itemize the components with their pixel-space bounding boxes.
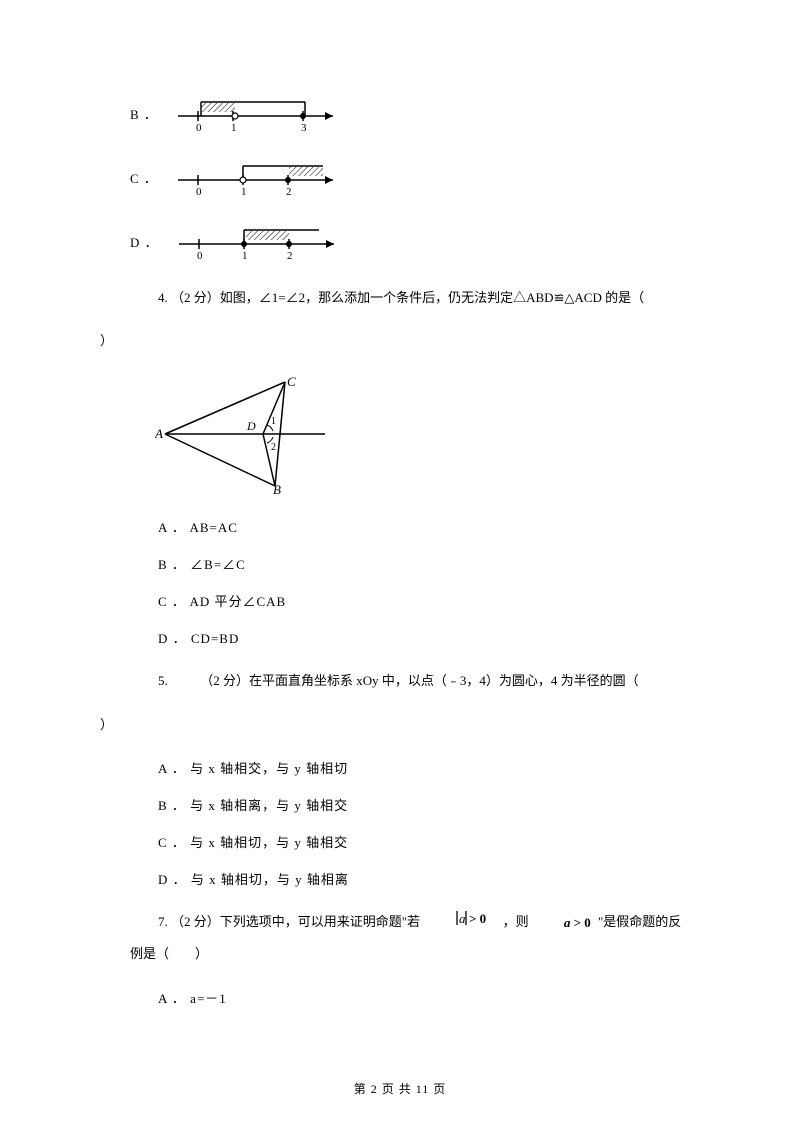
q5-opt-d: D ． 与 x 轴相切，与 y 轴相离: [100, 869, 700, 888]
q4-opt-c: C ． AD 平分∠CAB: [100, 591, 700, 610]
svg-text:1: 1: [242, 250, 248, 260]
svg-text:B: B: [273, 482, 281, 494]
number-line-b: 0 1 3: [173, 90, 343, 136]
svg-text:> 0: > 0: [469, 911, 486, 926]
option-c-row: C ． 0 1 2: [100, 154, 700, 200]
q4-text: 4. （2 分）如图，∠1=∠2，那么添加一个条件后，仍无法判定△ABD≌△AC…: [100, 282, 700, 313]
q5-text: 5. （2 分）在平面直角坐标系 xOy 中，以点（﹣3，4）为圆心，4 为半径…: [100, 665, 700, 696]
q4-close: ）: [100, 325, 700, 356]
q7-prefix: 7. （2 分）下列选项中，可以用来证明命题"若: [158, 914, 420, 929]
q5-opt-b: B ． 与 x 轴相离，与 y 轴相交: [100, 795, 700, 814]
q4-opt-a: A ． AB=AC: [100, 517, 700, 536]
q5-opt-a: A ． 与 x 轴相交，与 y 轴相切: [100, 758, 700, 777]
svg-text:2: 2: [286, 186, 292, 196]
q7-text: 7. （2 分）下列选项中，可以用来证明命题"若 a > 0 ，则 a > 0 …: [100, 906, 700, 939]
q4-figure: A C B D 1 2: [155, 374, 700, 499]
svg-text:1: 1: [231, 122, 237, 132]
q7-formula1: a > 0: [427, 907, 495, 938]
q4-opt-b: B ． ∠B=∠C: [100, 554, 700, 573]
option-d-row: D ． 0 1 2: [100, 218, 700, 264]
q5-close: ）: [100, 709, 700, 740]
q7-opt-a: A ． a=－1: [100, 988, 700, 1007]
q7-line2: 例是（ ）: [100, 938, 700, 969]
q7-suffix: "是假命题的反: [598, 914, 681, 929]
svg-text:C: C: [287, 374, 296, 389]
svg-text:0: 0: [196, 186, 202, 196]
q5-opt-c: C ． 与 x 轴相切，与 y 轴相交: [100, 832, 700, 851]
svg-text:2: 2: [287, 250, 293, 260]
page-footer: 第 2 页 共 11 页: [0, 1080, 800, 1097]
svg-text:1: 1: [271, 416, 276, 427]
svg-text:3: 3: [301, 122, 307, 132]
svg-text:A: A: [155, 426, 163, 441]
svg-text:a: a: [459, 911, 466, 926]
option-d-label: D ．: [100, 232, 159, 251]
option-b-label: B ．: [100, 104, 158, 123]
number-line-c: 0 1 2: [173, 154, 343, 200]
number-line-d: 0 1 2: [174, 218, 344, 264]
svg-text:0: 0: [196, 122, 202, 132]
svg-text:2: 2: [271, 442, 276, 453]
option-c-label: C ．: [100, 168, 158, 187]
svg-text:0: 0: [197, 250, 203, 260]
option-b-row: B ． 0 1 3: [100, 90, 700, 136]
svg-text:1: 1: [241, 186, 247, 196]
svg-text:D: D: [246, 419, 256, 433]
q7-middle: ，则: [503, 914, 532, 929]
q4-opt-d: D ． CD=BD: [100, 628, 700, 647]
q7-formula2: a > 0: [536, 907, 591, 938]
